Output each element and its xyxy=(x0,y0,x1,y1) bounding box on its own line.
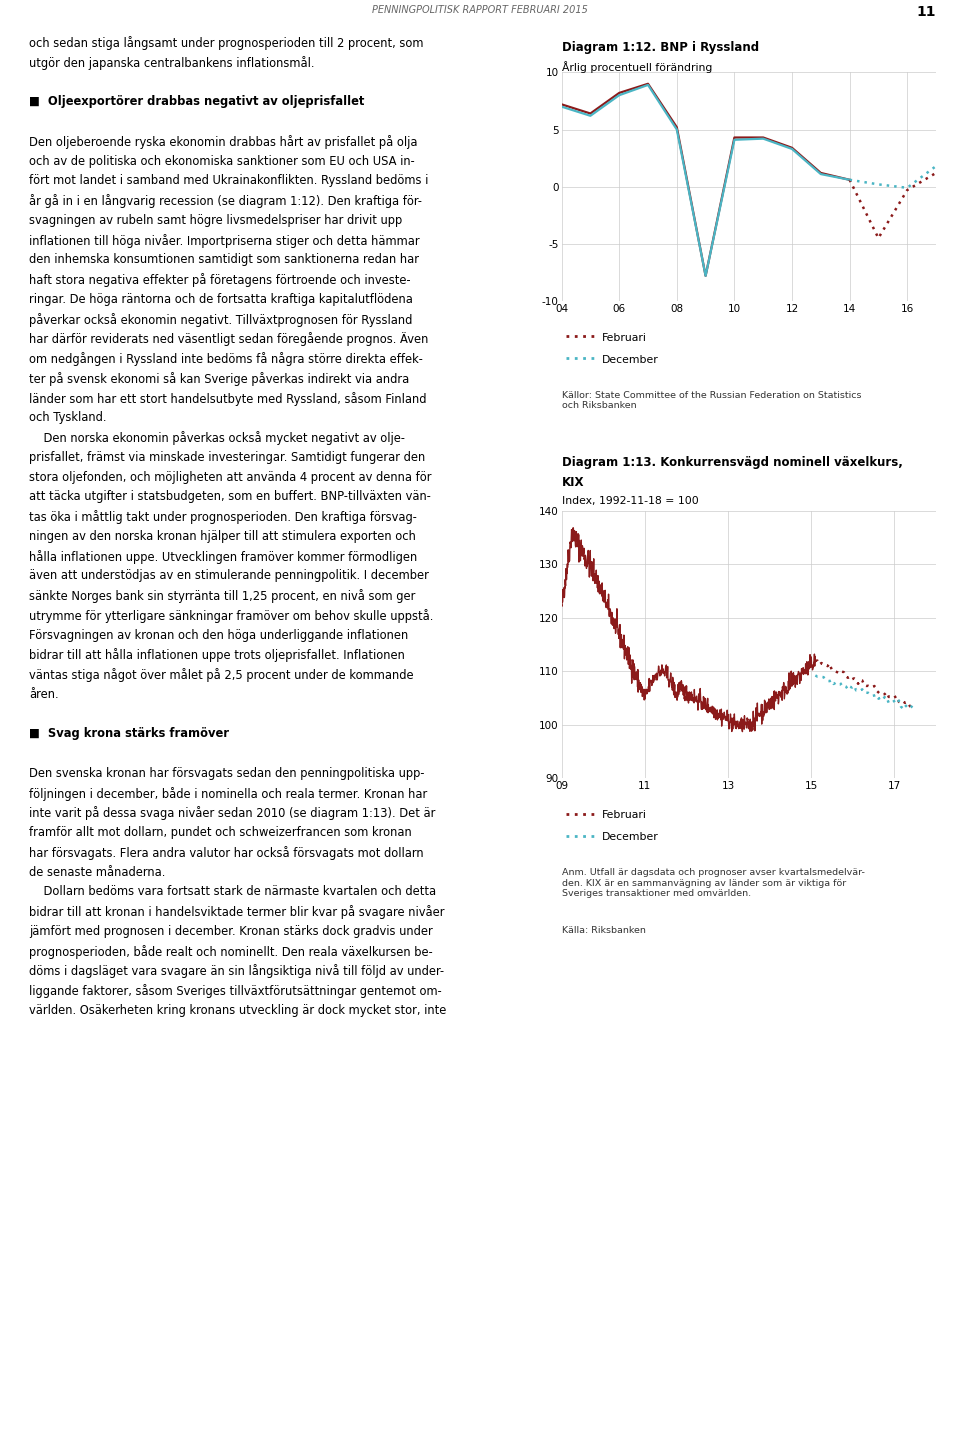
Text: Dollarn bedöms vara fortsatt stark de närmaste kvartalen och detta: Dollarn bedöms vara fortsatt stark de nä… xyxy=(29,886,436,899)
Text: Årlig procentuell förändring: Årlig procentuell förändring xyxy=(562,61,712,72)
Text: prisfallet, främst via minskade investeringar. Samtidigt fungerar den: prisfallet, främst via minskade invester… xyxy=(29,451,425,464)
Text: ringar. De höga räntorna och de fortsatta kraftiga kapitalutflödena: ringar. De höga räntorna och de fortsatt… xyxy=(29,292,413,305)
Text: följningen i december, både i nominella och reala termer. Kronan har: följningen i december, både i nominella … xyxy=(29,787,427,800)
Text: och Tyskland.: och Tyskland. xyxy=(29,411,107,424)
Text: länder som har ett stort handelsutbyte med Ryssland, såsom Finland: länder som har ett stort handelsutbyte m… xyxy=(29,392,426,405)
Text: ■  Svag krona stärks framöver: ■ Svag krona stärks framöver xyxy=(29,728,228,741)
Text: KIX: KIX xyxy=(562,476,584,489)
Text: de senaste månaderna.: de senaste månaderna. xyxy=(29,865,165,878)
Text: år gå in i en långvarig recession (se diagram 1:12). Den kraftiga för-: år gå in i en långvarig recession (se di… xyxy=(29,194,421,208)
Text: prognosperioden, både realt och nominellt. Den reala växelkursen be-: prognosperioden, både realt och nominell… xyxy=(29,945,433,959)
Text: PENNINGPOLITISK RAPPORT FEBRUARI 2015: PENNINGPOLITISK RAPPORT FEBRUARI 2015 xyxy=(372,4,588,14)
Text: och sedan stiga långsamt under prognosperioden till 2 procent, som: och sedan stiga långsamt under prognospe… xyxy=(29,36,423,51)
Text: världen. Osäkerheten kring kronans utveckling är dock mycket stor, inte: världen. Osäkerheten kring kronans utvec… xyxy=(29,1004,446,1017)
Text: Källor: State Committee of the Russian Federation on Statistics
och Riksbanken: Källor: State Committee of the Russian F… xyxy=(562,391,861,410)
Text: åren.: åren. xyxy=(29,687,59,700)
Text: döms i dagsläget vara svagare än sin långsiktiga nivå till följd av under-: döms i dagsläget vara svagare än sin lån… xyxy=(29,965,444,978)
Text: jämfört med prognosen i december. Kronan stärks dock gradvis under: jämfört med prognosen i december. Kronan… xyxy=(29,925,433,938)
Text: och av de politiska och ekonomiska sanktioner som EU och USA in-: och av de politiska och ekonomiska sankt… xyxy=(29,155,415,168)
Text: stora oljefonden, och möjligheten att använda 4 procent av denna för: stora oljefonden, och möjligheten att an… xyxy=(29,470,431,483)
Text: om nedgången i Ryssland inte bedöms få några större direkta effek-: om nedgången i Ryssland inte bedöms få n… xyxy=(29,352,422,366)
Text: inflationen till höga nivåer. Importpriserna stiger och detta hämmar: inflationen till höga nivåer. Importpris… xyxy=(29,233,420,247)
Text: sänkte Norges bank sin styrränta till 1,25 procent, en nivå som ger: sänkte Norges bank sin styrränta till 1,… xyxy=(29,589,415,603)
Text: inte varit på dessa svaga nivåer sedan 2010 (se diagram 1:13). Det är: inte varit på dessa svaga nivåer sedan 2… xyxy=(29,806,435,820)
Text: Den norska ekonomin påverkas också mycket negativt av olje-: Den norska ekonomin påverkas också mycke… xyxy=(29,431,405,446)
Text: Anm. Utfall är dagsdata och prognoser avser kvartalsmedelvär-
den. KIX är en sam: Anm. Utfall är dagsdata och prognoser av… xyxy=(562,868,864,899)
Text: ■  Oljeexportörer drabbas negativt av oljeprisfallet: ■ Oljeexportörer drabbas negativt av olj… xyxy=(29,96,364,109)
Text: att täcka utgifter i statsbudgeten, som en buffert. BNP-tillväxten vän-: att täcka utgifter i statsbudgeten, som … xyxy=(29,491,431,504)
Text: väntas stiga något över målet på 2,5 procent under de kommande: väntas stiga något över målet på 2,5 pro… xyxy=(29,669,414,682)
Text: utgör den japanska centralbankens inflationsmål.: utgör den japanska centralbankens inflat… xyxy=(29,56,314,69)
Text: Diagram 1:13. Konkurrensvägd nominell växelkurs,: Diagram 1:13. Konkurrensvägd nominell vä… xyxy=(562,456,902,469)
Text: utrymme för ytterligare sänkningar framöver om behov skulle uppstå.: utrymme för ytterligare sänkningar framö… xyxy=(29,609,433,624)
Text: bidrar till att kronan i handelsviktade termer blir kvar på svagare nivåer: bidrar till att kronan i handelsviktade … xyxy=(29,906,444,919)
Text: 11: 11 xyxy=(917,4,936,19)
Text: Februari: Februari xyxy=(602,810,647,820)
Text: haft stora negativa effekter på företagens förtroende och investe-: haft stora negativa effekter på företage… xyxy=(29,273,411,287)
Text: December: December xyxy=(602,832,659,842)
Text: har därför reviderats ned väsentligt sedan föregående prognos. Även: har därför reviderats ned väsentligt sed… xyxy=(29,333,428,346)
Text: svagningen av rubeln samt högre livsmedelspriser har drivit upp: svagningen av rubeln samt högre livsmede… xyxy=(29,214,402,227)
Text: Februari: Februari xyxy=(602,333,647,343)
Text: ter på svensk ekonomi så kan Sverige påverkas indirekt via andra: ter på svensk ekonomi så kan Sverige påv… xyxy=(29,372,409,386)
Text: bidrar till att hålla inflationen uppe trots oljeprisfallet. Inflationen: bidrar till att hålla inflationen uppe t… xyxy=(29,648,405,663)
Text: tas öka i måttlig takt under prognosperioden. Den kraftiga försvag-: tas öka i måttlig takt under prognosperi… xyxy=(29,511,417,524)
Text: den inhemska konsumtionen samtidigt som sanktionerna redan har: den inhemska konsumtionen samtidigt som … xyxy=(29,253,419,266)
Text: liggande faktorer, såsom Sveriges tillväxtförutsättningar gentemot om-: liggande faktorer, såsom Sveriges tillvä… xyxy=(29,984,442,998)
Text: ningen av den norska kronan hjälper till att stimulera exporten och: ningen av den norska kronan hjälper till… xyxy=(29,530,416,543)
Text: påverkar också ekonomin negativt. Tillväxtprognosen för Ryssland: påverkar också ekonomin negativt. Tillvä… xyxy=(29,313,412,327)
Text: fört mot landet i samband med Ukrainakonflikten. Ryssland bedöms i: fört mot landet i samband med Ukrainakon… xyxy=(29,175,428,188)
Text: hålla inflationen uppe. Utvecklingen framöver kommer förmodligen: hålla inflationen uppe. Utvecklingen fra… xyxy=(29,550,417,564)
Text: har försvagats. Flera andra valutor har också försvagats mot dollarn: har försvagats. Flera andra valutor har … xyxy=(29,846,423,860)
Text: Försvagningen av kronan och den höga underliggande inflationen: Försvagningen av kronan och den höga und… xyxy=(29,629,408,641)
Text: December: December xyxy=(602,355,659,365)
Text: Den svenska kronan har försvagats sedan den penningpolitiska upp-: Den svenska kronan har försvagats sedan … xyxy=(29,767,424,780)
Text: Den oljeberoende ryska ekonomin drabbas hårt av prisfallet på olja: Den oljeberoende ryska ekonomin drabbas … xyxy=(29,135,418,149)
Text: även att understödjas av en stimulerande penningpolitik. I december: även att understödjas av en stimulerande… xyxy=(29,570,429,583)
Text: Index, 1992-11-18 = 100: Index, 1992-11-18 = 100 xyxy=(562,496,698,506)
Text: Diagram 1:12. BNP i Ryssland: Diagram 1:12. BNP i Ryssland xyxy=(562,41,758,54)
Text: framför allt mot dollarn, pundet och schweizerfrancen som kronan: framför allt mot dollarn, pundet och sch… xyxy=(29,826,412,839)
Text: Källa: Riksbanken: Källa: Riksbanken xyxy=(562,926,645,935)
